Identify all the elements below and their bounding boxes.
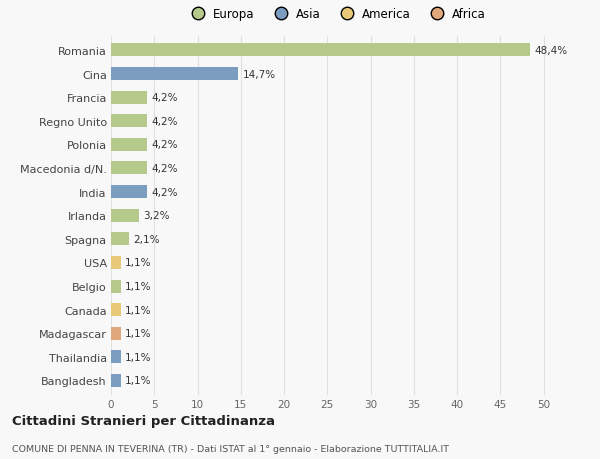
Bar — [111, 45, 530, 57]
Text: 1,1%: 1,1% — [125, 352, 151, 362]
Text: Cittadini Stranieri per Cittadinanza: Cittadini Stranieri per Cittadinanza — [12, 414, 275, 428]
Text: 1,1%: 1,1% — [125, 329, 151, 338]
Text: 4,2%: 4,2% — [152, 187, 178, 197]
Text: COMUNE DI PENNA IN TEVERINA (TR) - Dati ISTAT al 1° gennaio - Elaborazione TUTTI: COMUNE DI PENNA IN TEVERINA (TR) - Dati … — [12, 444, 449, 453]
Text: 3,2%: 3,2% — [143, 211, 170, 221]
Bar — [111, 162, 148, 175]
Text: 4,2%: 4,2% — [152, 117, 178, 127]
Bar — [111, 209, 139, 222]
Text: 4,2%: 4,2% — [152, 93, 178, 103]
Text: 2,1%: 2,1% — [133, 234, 160, 244]
Text: 1,1%: 1,1% — [125, 281, 151, 291]
Text: 4,2%: 4,2% — [152, 163, 178, 174]
Bar — [111, 327, 121, 340]
Text: 14,7%: 14,7% — [242, 69, 275, 79]
Legend: Europa, Asia, America, Africa: Europa, Asia, America, Africa — [184, 6, 488, 24]
Bar — [111, 91, 148, 105]
Bar — [111, 374, 121, 387]
Bar — [111, 68, 238, 81]
Text: 4,2%: 4,2% — [152, 140, 178, 150]
Bar — [111, 257, 121, 269]
Text: 1,1%: 1,1% — [125, 375, 151, 386]
Bar — [111, 351, 121, 364]
Text: 1,1%: 1,1% — [125, 305, 151, 315]
Text: 48,4%: 48,4% — [534, 46, 567, 56]
Bar — [111, 186, 148, 199]
Bar — [111, 280, 121, 293]
Text: 1,1%: 1,1% — [125, 258, 151, 268]
Bar — [111, 115, 148, 128]
Bar — [111, 139, 148, 151]
Bar — [111, 303, 121, 316]
Bar — [111, 233, 129, 246]
